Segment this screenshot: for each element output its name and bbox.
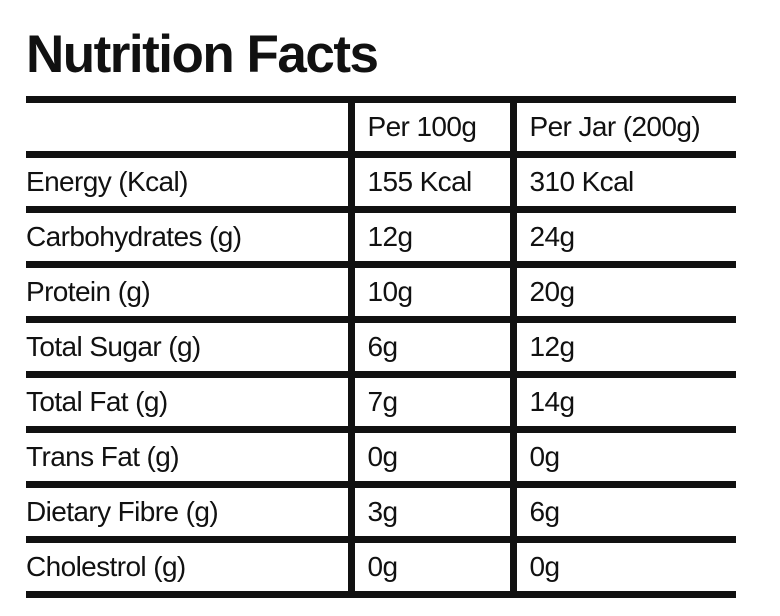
value-per-jar: 12g: [509, 316, 736, 375]
table-row: Total Fat (g) 7g 14g: [26, 371, 736, 430]
value-per-jar: 20g: [509, 261, 736, 320]
value-per-jar: 0g: [509, 536, 736, 598]
value-per-100g: 6g: [347, 316, 513, 375]
value-per-jar: 6g: [509, 481, 736, 540]
header-cell-label: [26, 96, 351, 155]
value-per-100g: 12g: [347, 206, 513, 265]
value-per-jar: 0g: [509, 426, 736, 485]
nutrient-label: Total Fat (g): [26, 371, 351, 430]
table-row: Trans Fat (g) 0g 0g: [26, 426, 736, 485]
value-per-100g: 10g: [347, 261, 513, 320]
value-per-100g: 3g: [347, 481, 513, 540]
nutrient-label: Dietary Fibre (g): [26, 481, 351, 540]
value-per-jar: 24g: [509, 206, 736, 265]
header-cell-per-jar: Per Jar (200g): [509, 96, 736, 155]
table-row: Dietary Fibre (g) 3g 6g: [26, 481, 736, 540]
value-per-jar: 14g: [509, 371, 736, 430]
table-row: Protein (g) 10g 20g: [26, 261, 736, 320]
value-per-100g: 7g: [347, 371, 513, 430]
value-per-jar: 310 Kcal: [509, 151, 736, 210]
value-per-100g: 0g: [347, 536, 513, 598]
table-row: Energy (Kcal) 155 Kcal 310 Kcal: [26, 151, 736, 210]
value-per-100g: 155 Kcal: [347, 151, 513, 210]
nutrient-label: Protein (g): [26, 261, 351, 320]
table-header-row: Per 100g Per Jar (200g): [26, 96, 736, 155]
table-row: Total Sugar (g) 6g 12g: [26, 316, 736, 375]
value-per-100g: 0g: [347, 426, 513, 485]
page-title: Nutrition Facts: [26, 25, 379, 84]
nutrient-label: Carbohydrates (g): [26, 206, 351, 265]
header-cell-per-100g: Per 100g: [347, 96, 513, 155]
table-row: Carbohydrates (g) 12g 24g: [26, 206, 736, 265]
table-row: Cholestrol (g) 0g 0g: [26, 536, 736, 598]
nutrient-label: Total Sugar (g): [26, 316, 351, 375]
nutrient-label: Trans Fat (g): [26, 426, 351, 485]
nutrition-table: Per 100g Per Jar (200g) Energy (Kcal) 15…: [26, 96, 736, 598]
nutrient-label: Energy (Kcal): [26, 151, 351, 210]
nutrient-label: Cholestrol (g): [26, 536, 351, 598]
